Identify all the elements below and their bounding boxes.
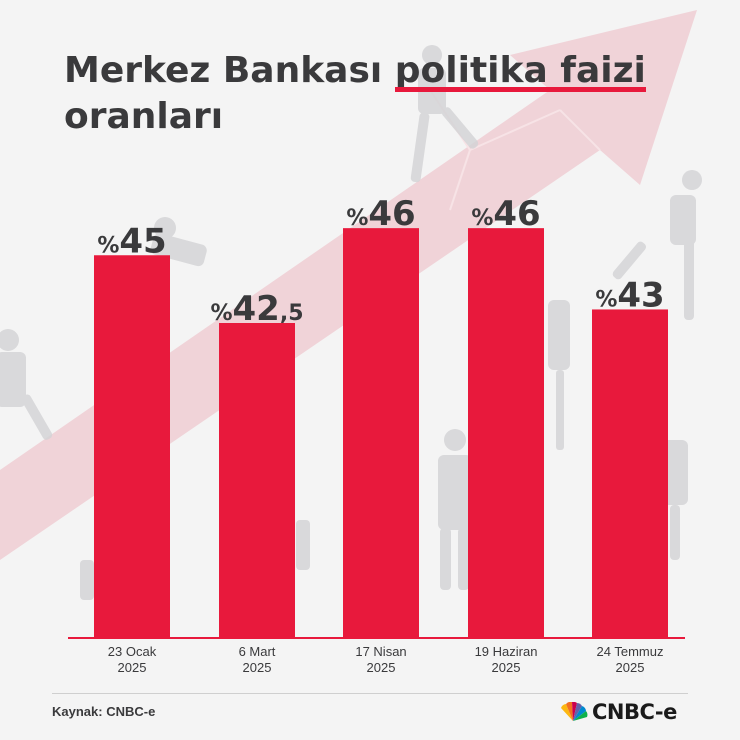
tick-label: 24 Temmuz 2025 [597, 644, 664, 675]
tick-label: 6 Mart 2025 [239, 644, 276, 675]
bar [343, 228, 419, 638]
logo-text: CNBC-e [592, 700, 677, 724]
bar [219, 323, 295, 638]
data-label: %45 [97, 221, 166, 261]
data-label: %46 [346, 194, 415, 234]
tick-label: 17 Nisan 2025 [355, 644, 406, 675]
bar [592, 309, 668, 638]
tick-label: 19 Haziran 2025 [475, 644, 538, 675]
cnbc-logo: CNBC-e [557, 700, 677, 724]
title-part1: Merkez Bankası [64, 50, 383, 91]
background-figures [0, 45, 702, 600]
data-label: %46 [471, 194, 540, 234]
peacock-icon [561, 702, 588, 721]
title-line2: oranları [64, 96, 224, 137]
footer-divider [52, 693, 688, 694]
chart-title: Merkez Bankası politika faizi oranları [64, 48, 704, 140]
bar [94, 255, 170, 638]
data-label: %43 [595, 275, 664, 315]
data-label: %42,5 [210, 289, 303, 329]
bar [468, 228, 544, 638]
title-highlight: politika faizi [394, 48, 646, 94]
tick-label: 23 Ocak 2025 [108, 644, 157, 675]
source-label: Kaynak: CNBC-e [52, 704, 156, 719]
